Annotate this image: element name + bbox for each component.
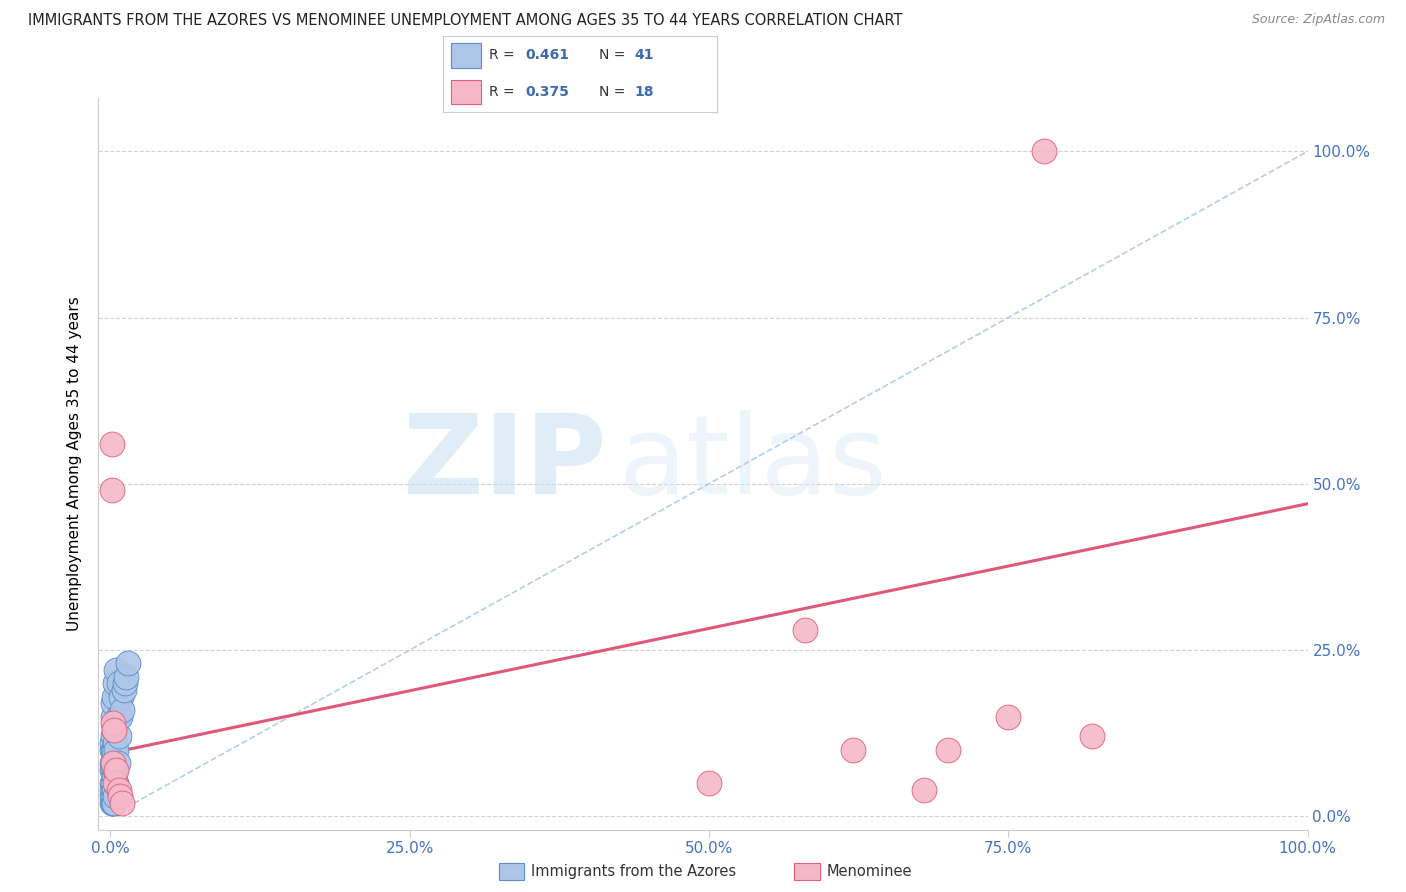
Point — [107, 709, 129, 723]
Point — [938, 743, 960, 757]
Point — [997, 709, 1019, 723]
Point — [100, 736, 122, 750]
Point — [100, 796, 122, 810]
Text: 18: 18 — [636, 85, 654, 99]
Point — [117, 657, 139, 671]
Point — [103, 723, 125, 737]
Text: Menominee: Menominee — [827, 864, 912, 879]
Point — [112, 682, 135, 697]
Point — [101, 763, 124, 777]
Text: 0.375: 0.375 — [526, 85, 569, 99]
Text: 0.461: 0.461 — [526, 48, 569, 62]
Point — [111, 703, 134, 717]
Point — [103, 769, 125, 783]
Bar — [451, 79, 481, 104]
Point — [103, 743, 125, 757]
Point — [101, 756, 124, 770]
Point — [100, 483, 122, 498]
Point — [107, 782, 129, 797]
Text: ZIP: ZIP — [404, 410, 606, 517]
Point — [101, 696, 124, 710]
Point — [101, 730, 124, 744]
Text: 41: 41 — [636, 48, 654, 62]
Point — [104, 763, 127, 777]
Point — [108, 789, 131, 804]
Point — [100, 776, 122, 790]
Point — [110, 690, 132, 704]
Point — [100, 743, 122, 757]
Point — [100, 782, 122, 797]
Text: IMMIGRANTS FROM THE AZORES VS MENOMINEE UNEMPLOYMENT AMONG AGES 35 TO 44 YEARS C: IMMIGRANTS FROM THE AZORES VS MENOMINEE … — [28, 13, 903, 29]
Point — [100, 763, 122, 777]
Text: N =: N = — [599, 48, 630, 62]
Point — [104, 776, 127, 790]
Point — [841, 743, 863, 757]
Text: N =: N = — [599, 85, 630, 99]
Point — [1033, 145, 1056, 159]
Point — [101, 796, 124, 810]
Point — [103, 796, 125, 810]
Text: R =: R = — [489, 85, 519, 99]
Point — [100, 756, 122, 770]
Point — [101, 709, 124, 723]
Point — [108, 709, 131, 723]
Text: R =: R = — [489, 48, 519, 62]
Point — [105, 663, 128, 677]
Point — [697, 776, 720, 790]
Point — [101, 789, 124, 804]
Point — [107, 730, 129, 744]
Point — [793, 623, 815, 637]
Point — [1081, 730, 1104, 744]
Point — [101, 716, 124, 731]
Point — [103, 690, 125, 704]
Point — [107, 676, 129, 690]
Point — [111, 796, 134, 810]
Point — [103, 782, 125, 797]
Point — [914, 782, 936, 797]
Point — [103, 723, 125, 737]
Point — [107, 756, 129, 770]
Point — [105, 743, 128, 757]
Point — [103, 756, 125, 770]
Text: Immigrants from the Azores: Immigrants from the Azores — [531, 864, 737, 879]
Point — [115, 670, 138, 684]
Y-axis label: Unemployment Among Ages 35 to 44 years: Unemployment Among Ages 35 to 44 years — [67, 296, 83, 632]
Text: atlas: atlas — [619, 410, 887, 517]
Point — [101, 743, 124, 757]
Text: Source: ZipAtlas.com: Source: ZipAtlas.com — [1251, 13, 1385, 27]
Point — [100, 789, 122, 804]
Point — [104, 736, 127, 750]
Point — [105, 776, 128, 790]
Bar — [451, 44, 481, 68]
Point — [104, 676, 127, 690]
Point — [104, 789, 127, 804]
Point — [100, 437, 122, 451]
Point — [105, 763, 128, 777]
Point — [101, 776, 124, 790]
Point — [114, 676, 136, 690]
